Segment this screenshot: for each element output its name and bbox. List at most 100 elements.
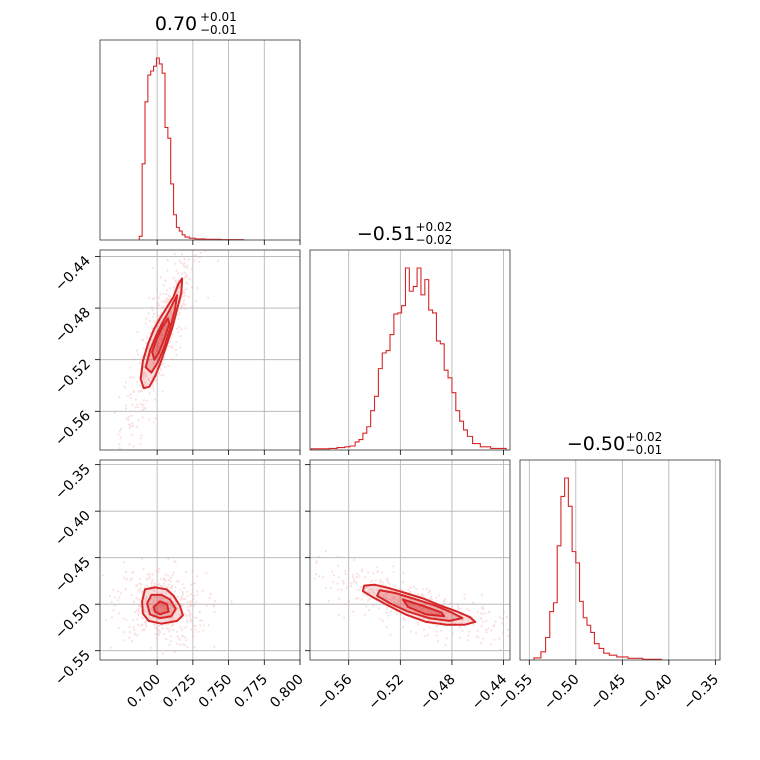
scatter-point: [171, 617, 174, 620]
scatter-point: [178, 285, 181, 288]
scatter-point: [174, 586, 177, 589]
scatter-point: [162, 374, 165, 377]
scatter-point: [190, 628, 193, 631]
scatter-point: [177, 313, 180, 316]
scatter-point: [184, 303, 187, 306]
scatter-point: [505, 616, 508, 619]
scatter-point: [171, 585, 174, 588]
scatter-point: [166, 574, 169, 577]
scatter-point: [156, 629, 159, 632]
scatter-point: [401, 605, 404, 608]
scatter-point: [393, 596, 396, 599]
scatter-point: [500, 622, 503, 625]
scatter-point: [125, 570, 128, 574]
scatter-point: [369, 581, 372, 584]
scatter-point: [163, 584, 166, 588]
scatter-point: [427, 608, 430, 611]
scatter-point: [170, 312, 173, 315]
scatter-point: [314, 573, 317, 576]
scatter-point: [415, 632, 418, 635]
scatter-point: [158, 597, 162, 600]
scatter-point: [145, 341, 148, 344]
scatter-point: [167, 300, 170, 303]
scatter-point: [212, 604, 215, 607]
scatter-point: [397, 598, 400, 601]
scatter-point: [169, 604, 172, 607]
scatter-point: [188, 609, 191, 612]
scatter-point: [182, 301, 185, 304]
scatter-point: [192, 634, 195, 638]
scatter-point: [191, 570, 194, 573]
scatter-point: [181, 272, 184, 275]
scatter-point: [378, 607, 381, 610]
scatter-point: [329, 586, 332, 589]
scatter-point: [155, 637, 158, 640]
scatter-point: [123, 561, 126, 564]
scatter-point: [144, 621, 147, 624]
scatter-point: [183, 307, 186, 310]
scatter-point: [343, 603, 347, 606]
scatter-point: [485, 619, 488, 623]
scatter-point: [212, 605, 215, 608]
scatter-point: [154, 626, 157, 630]
scatter-point: [169, 287, 172, 290]
y-tick-label: −0.45: [52, 554, 94, 596]
scatter-point: [371, 590, 374, 593]
scatter-point: [167, 578, 170, 582]
scatter-point: [166, 269, 169, 272]
scatter-point: [164, 607, 167, 611]
scatter-point: [169, 580, 172, 583]
scatter-point: [404, 606, 407, 609]
scatter-point: [350, 582, 353, 585]
scatter-point: [315, 562, 318, 565]
scatter-point: [151, 308, 154, 312]
scatter-point: [487, 611, 490, 614]
scatter-point: [175, 353, 178, 357]
scatter-point: [148, 576, 151, 579]
scatter-point: [166, 301, 169, 304]
scatter-point: [382, 594, 385, 597]
scatter-point: [153, 596, 156, 599]
scatter-point: [153, 584, 156, 587]
scatter-point: [139, 402, 142, 406]
scatter-point: [170, 312, 173, 315]
scatter-point: [172, 623, 175, 626]
scatter-point: [128, 636, 131, 639]
scatter-point: [154, 417, 157, 420]
scatter-point: [136, 634, 139, 637]
scatter-point: [137, 607, 140, 611]
scatter-point: [137, 390, 140, 393]
scatter-point: [142, 374, 145, 378]
scatter-point: [130, 571, 133, 574]
scatter-point: [159, 276, 162, 279]
scatter-point: [109, 646, 113, 649]
scatter-point: [177, 290, 180, 293]
scatter-point: [150, 646, 153, 649]
scatter-point: [348, 567, 351, 570]
panel-frame: [309, 249, 511, 451]
scatter-point: [165, 627, 169, 630]
scatter-point: [186, 595, 189, 598]
title-median-1: −0.51: [357, 223, 415, 245]
scatter-point: [176, 579, 179, 583]
scatter-point: [184, 597, 187, 601]
scatter-point: [152, 313, 155, 316]
scatter-point: [430, 612, 434, 615]
scatter-point: [501, 631, 504, 634]
scatter-point: [169, 345, 172, 348]
scatter-point: [141, 623, 144, 627]
scatter-point: [435, 630, 438, 633]
panel-0-0: [99, 39, 301, 245]
scatter-point: [137, 598, 140, 601]
scatter-point: [160, 338, 164, 341]
scatter-point: [205, 604, 208, 607]
scatter-point: [158, 372, 161, 375]
scatter-point: [139, 384, 142, 387]
scatter-point: [382, 596, 385, 599]
scatter-point: [360, 568, 364, 571]
scatter-point: [388, 583, 391, 586]
scatter-point: [173, 253, 176, 256]
scatter-point: [448, 602, 451, 605]
scatter-point: [367, 609, 370, 612]
